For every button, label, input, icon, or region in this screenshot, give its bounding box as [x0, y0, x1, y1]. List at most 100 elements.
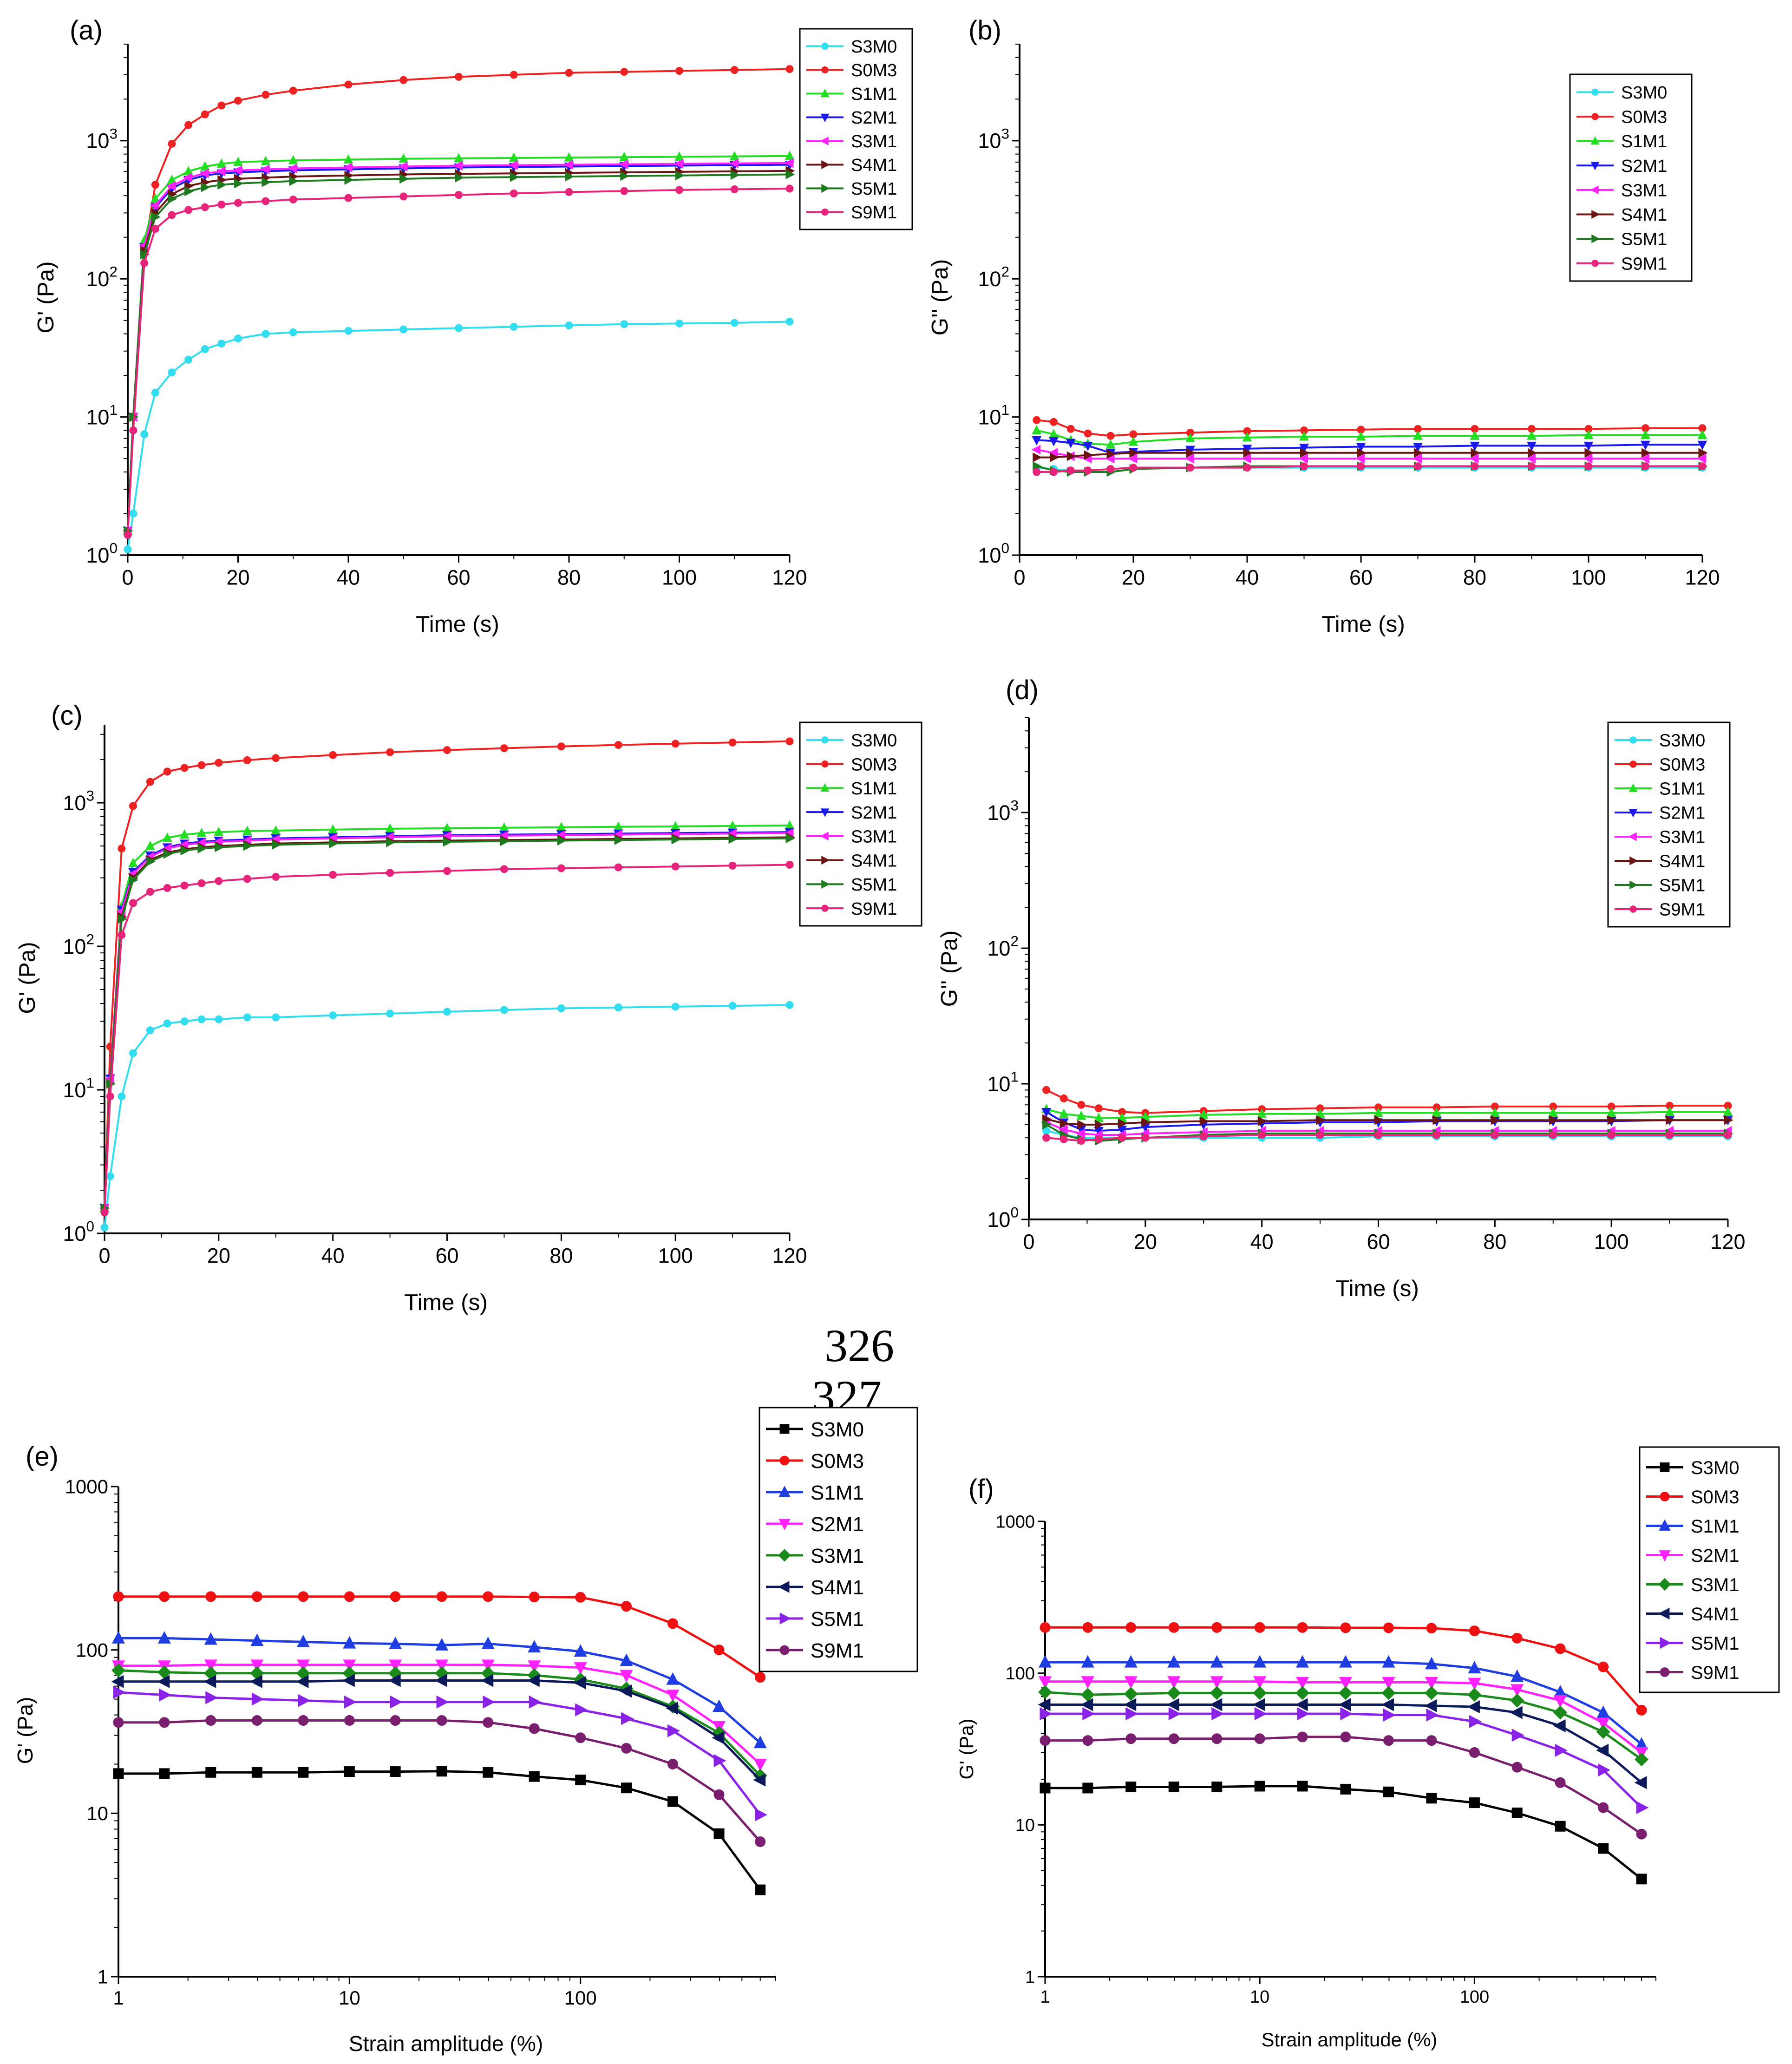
data-point	[1470, 441, 1480, 451]
data-point	[233, 157, 243, 166]
data-point	[163, 849, 173, 859]
data-point	[106, 1172, 114, 1180]
data-point	[1469, 1625, 1480, 1637]
data-point	[614, 835, 624, 845]
data-point	[453, 161, 463, 170]
legend-marker	[779, 1612, 791, 1625]
data-point	[1297, 1622, 1308, 1633]
data-point	[159, 1717, 170, 1728]
data-point	[1555, 1743, 1568, 1757]
data-point	[1641, 440, 1650, 450]
legend-marker	[1658, 1578, 1671, 1591]
legend-marker	[1629, 736, 1637, 744]
data-point	[251, 1591, 262, 1602]
y-tick-label: 100	[987, 1204, 1019, 1232]
x-tick-label: 60	[1349, 565, 1373, 589]
data-point	[481, 1637, 495, 1650]
x-tick-label: 80	[1483, 1230, 1506, 1253]
data-point	[1383, 1786, 1394, 1797]
data-point	[621, 1782, 632, 1794]
y-axis-label: G' (Pa)	[33, 261, 59, 333]
legend-marker	[778, 1486, 791, 1497]
data-point	[390, 1715, 401, 1726]
data-point	[529, 1695, 542, 1709]
data-point	[1636, 1874, 1647, 1885]
data-point	[1636, 1704, 1647, 1716]
legend-marker	[1660, 1462, 1670, 1472]
data-point	[1082, 1782, 1093, 1794]
data-point	[234, 178, 243, 189]
data-point	[443, 837, 452, 847]
data-point	[675, 170, 685, 181]
data-point	[1510, 1706, 1523, 1719]
data-point	[1471, 462, 1479, 471]
data-point	[1697, 453, 1707, 464]
series-line	[1046, 1130, 1728, 1139]
legend-marker	[820, 808, 830, 817]
data-point	[159, 1591, 170, 1602]
x-tick-label: 20	[207, 1244, 230, 1267]
data-point	[500, 1006, 508, 1014]
series-S3M1	[1038, 1685, 1649, 1767]
data-point	[234, 97, 242, 105]
data-point	[217, 101, 226, 110]
legend-marker	[1629, 760, 1637, 768]
series-line	[1046, 1134, 1728, 1142]
data-point	[159, 1768, 170, 1779]
data-point	[201, 203, 209, 211]
legend-label: S5M1	[851, 179, 897, 199]
series-S0M3	[1033, 416, 1707, 440]
series-S9M1	[113, 1715, 766, 1847]
data-point	[666, 1672, 680, 1685]
panel-label: (a)	[70, 15, 103, 46]
data-point	[1118, 1134, 1126, 1142]
data-point	[1254, 1707, 1267, 1721]
data-point	[1042, 1086, 1051, 1094]
data-point	[262, 330, 270, 338]
series-line	[104, 740, 790, 1208]
data-point	[251, 1715, 262, 1726]
data-point	[157, 1675, 170, 1688]
legend-label: S4M1	[1621, 205, 1667, 225]
x-tick-label: 100	[1571, 565, 1606, 589]
data-point	[1666, 1131, 1674, 1139]
data-point	[180, 764, 189, 772]
data-point	[271, 825, 281, 835]
data-point	[1598, 1802, 1609, 1813]
data-point	[713, 1645, 725, 1656]
chart-panel-c: (c) 0 20 40 60 80 100 120 100 101 102 103 Time (s) G'…	[14, 701, 922, 1315]
data-point	[151, 225, 159, 233]
data-point	[261, 156, 271, 165]
legend-label: S0M3	[851, 61, 897, 80]
data-point	[205, 1715, 216, 1726]
x-axis-label: Time (s)	[1321, 611, 1405, 637]
data-point	[1167, 1686, 1181, 1700]
y-tick-label: 102	[978, 263, 1009, 291]
data-point	[146, 1026, 154, 1035]
series-S2M1	[1032, 436, 1707, 459]
y-axis-label: G'' (Pa)	[927, 259, 953, 336]
data-point	[753, 1758, 767, 1771]
data-point	[785, 65, 794, 73]
data-point	[1355, 453, 1365, 464]
x-tick-label: 10	[339, 1987, 360, 2009]
data-point	[1125, 1707, 1138, 1721]
data-point	[205, 1591, 216, 1602]
data-point	[250, 1659, 264, 1672]
data-point	[1299, 453, 1308, 464]
data-point	[162, 832, 172, 842]
data-point	[728, 738, 737, 747]
data-point	[620, 187, 628, 195]
series-line	[104, 1004, 790, 1228]
data-point	[729, 151, 739, 161]
data-point	[386, 869, 394, 877]
data-point	[111, 1631, 125, 1644]
data-point	[329, 1011, 337, 1020]
data-point	[1033, 452, 1042, 463]
data-point	[140, 249, 150, 260]
series-line	[1046, 1118, 1728, 1126]
legend-label: S5M1	[1621, 230, 1667, 249]
legend-box	[799, 28, 913, 230]
data-point	[435, 1638, 449, 1651]
data-point	[389, 1637, 402, 1650]
